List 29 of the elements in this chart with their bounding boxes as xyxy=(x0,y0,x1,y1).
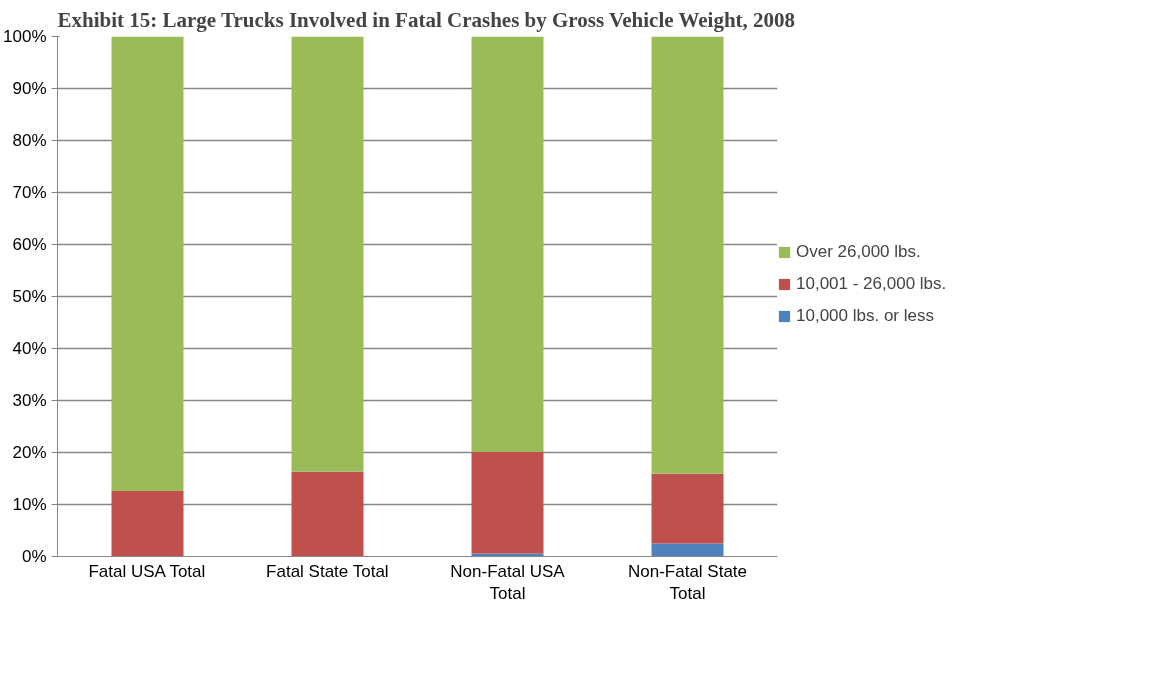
y-tick-label: 60% xyxy=(12,235,47,254)
y-tick-label: 20% xyxy=(12,443,47,462)
bar xyxy=(111,490,184,557)
legend-label: 10,000 lbs. or less xyxy=(796,306,934,326)
bar xyxy=(291,36,364,472)
y-tick-label: 90% xyxy=(12,79,47,98)
bar xyxy=(651,473,724,544)
legend-label: 10,001 - 26,000 lbs. xyxy=(796,274,947,294)
y-tick-label: 70% xyxy=(12,183,47,202)
bar xyxy=(651,543,724,557)
y-tick-label: 10% xyxy=(12,495,47,514)
chart-title: Exhibit 15: Large Trucks Involved in Fatal Crashes by Gross Vehicle Weight, 2008 xyxy=(57,7,796,32)
y-tick-label: 50% xyxy=(12,287,47,306)
y-tick-label: 100% xyxy=(3,27,47,46)
y-tick-label: 0% xyxy=(21,547,47,566)
x-tick-label: Non-Fatal State Total xyxy=(627,561,748,604)
bar xyxy=(471,553,544,557)
x-tick-label: Fatal USA Total xyxy=(88,561,206,581)
bar xyxy=(111,36,184,491)
y-tick-label: 30% xyxy=(12,391,47,410)
bar xyxy=(471,36,544,452)
bar xyxy=(471,451,544,554)
y-tick-label: 80% xyxy=(12,131,47,150)
bar xyxy=(651,36,724,474)
legend-label: Over 26,000 lbs. xyxy=(796,242,921,262)
x-tick-label: Non-Fatal USA Total xyxy=(450,561,566,604)
y-tick-label: 40% xyxy=(12,339,47,358)
bar xyxy=(291,471,364,557)
x-tick-label: Fatal State Total xyxy=(266,561,389,581)
